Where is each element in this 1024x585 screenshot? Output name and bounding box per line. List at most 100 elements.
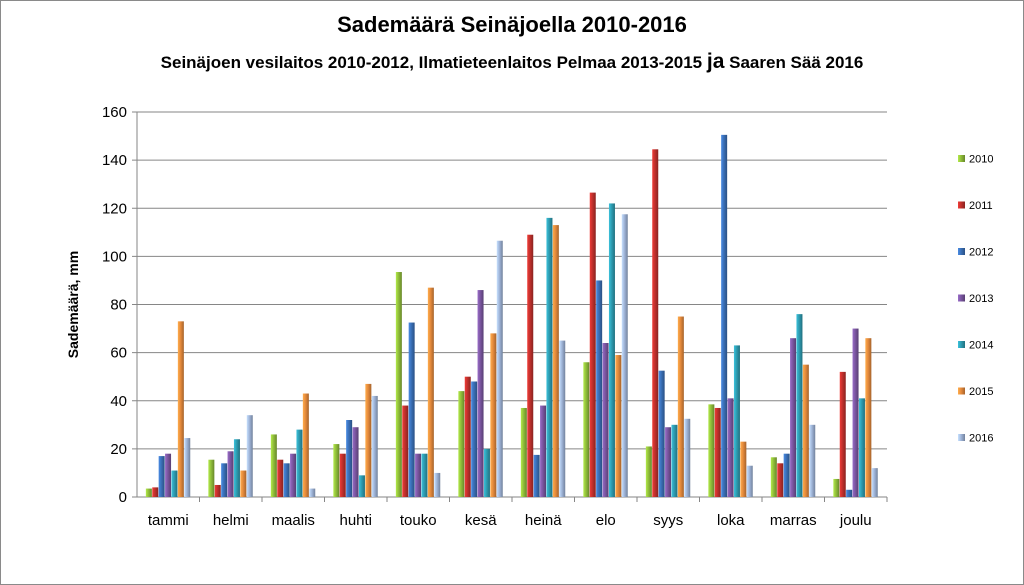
bar-2012-elo: [596, 280, 603, 497]
bar-2016-kesä: [496, 240, 503, 497]
bar-2011-maalis: [277, 459, 284, 497]
bar-2014-marras: [796, 314, 803, 497]
y-axis-label: Sademäärä, mm: [65, 251, 81, 358]
bar-2011-joulu: [839, 371, 846, 497]
legend-swatch-2013: [958, 294, 965, 302]
bar-2011-heinä: [527, 234, 534, 497]
y-tick-label: 0: [119, 489, 127, 506]
bar-2015-elo: [615, 355, 622, 497]
bar-2013-marras: [790, 338, 797, 497]
bar-2012-tammi: [158, 456, 165, 497]
bar-2016-heinä: [559, 340, 566, 497]
bar-2014-helmi: [233, 439, 240, 497]
y-tick-label: 60: [110, 345, 127, 362]
bar-2011-helmi: [214, 484, 221, 497]
bar-2011-syys: [652, 149, 659, 497]
bar-2012-kesä: [471, 381, 478, 497]
x-tick-label: elo: [596, 512, 616, 529]
x-tick-label: heinä: [525, 512, 562, 529]
bar-2010-syys: [645, 446, 652, 497]
bar-2010-marras: [770, 457, 777, 497]
bar-2015-loka: [740, 441, 747, 497]
bar-2010-heinä: [520, 407, 527, 497]
bar-2014-touko: [421, 453, 428, 497]
legend-swatch-2014: [958, 341, 965, 348]
bar-2015-heinä: [552, 225, 559, 497]
bar-2015-maalis: [302, 393, 309, 497]
legend-label-2013: 2013: [969, 293, 993, 305]
bar-2015-marras: [802, 364, 809, 497]
subtitle-part-1: Seinäjoen vesilaitos 2010-2012, Ilmatiet…: [160, 53, 703, 72]
subtitle-part-2: ja: [706, 50, 725, 73]
bar-2016-syys: [684, 418, 691, 497]
bar-2013-touko: [415, 453, 422, 497]
x-tick-label: huhti: [339, 512, 372, 529]
x-tick-label: touko: [400, 512, 437, 529]
bar-2015-touko: [427, 287, 434, 497]
bar-2012-joulu: [846, 489, 853, 497]
bar-2016-tammi: [184, 438, 191, 497]
bar-2014-loka: [733, 345, 740, 497]
bar-2016-touko: [434, 472, 441, 497]
bar-2016-maalis: [309, 488, 316, 497]
legend-label-2012: 2012: [969, 247, 993, 259]
bar-2014-heinä: [546, 217, 553, 497]
y-tick-label: 80: [110, 297, 127, 314]
legend-swatch-2015: [958, 387, 965, 395]
bar-2016-joulu: [871, 468, 878, 497]
subtitle-part-3: Saaren Sää 2016: [729, 53, 864, 72]
y-tick-label: 120: [102, 200, 127, 217]
bar-2013-tammi: [165, 453, 172, 497]
bar-2013-loka: [727, 398, 734, 497]
bar-2011-loka: [714, 407, 721, 497]
x-tick-label: syys: [653, 512, 683, 529]
bar-2010-helmi: [208, 459, 215, 497]
bar-2015-huhti: [365, 383, 372, 497]
x-tick-label: maalis: [272, 512, 315, 529]
bar-2012-heinä: [533, 454, 540, 497]
chart-subtitle: Seinäjoen vesilaitos 2010-2012, Ilmatiet…: [0, 50, 1024, 74]
y-tick-label: 160: [102, 104, 127, 121]
x-tick-label: loka: [717, 512, 745, 529]
x-tick-label: kesä: [465, 512, 497, 529]
bar-2011-tammi: [152, 487, 159, 497]
legend-swatch-2010: [958, 155, 965, 162]
bar-2010-tammi: [145, 488, 152, 497]
y-tick-label: 100: [102, 248, 127, 265]
bar-2012-maalis: [283, 463, 290, 497]
bar-2016-helmi: [246, 415, 253, 497]
bar-2013-elo: [602, 343, 609, 497]
bar-2014-joulu: [858, 398, 865, 497]
x-tick-label: tammi: [148, 512, 189, 529]
bar-2015-joulu: [865, 338, 872, 497]
bar-2016-marras: [809, 424, 816, 497]
legend-swatch-2011: [958, 201, 965, 209]
bar-2013-helmi: [227, 451, 234, 497]
bar-2016-huhti: [371, 395, 378, 497]
y-tick-label: 20: [110, 441, 127, 458]
legend-label-2014: 2014: [969, 340, 993, 352]
bar-2014-huhti: [358, 475, 365, 497]
bar-2015-helmi: [240, 470, 247, 497]
bar-2014-tammi: [171, 470, 178, 497]
bar-2016-elo: [621, 214, 628, 497]
bar-2015-tammi: [177, 321, 184, 497]
bar-2012-helmi: [221, 463, 228, 497]
bar-2013-huhti: [352, 427, 359, 497]
bar-2010-elo: [583, 362, 590, 497]
bar-2014-kesä: [483, 448, 490, 497]
bar-2010-maalis: [270, 434, 277, 497]
bar-2013-syys: [665, 427, 672, 497]
bar-2012-syys: [658, 370, 665, 497]
bar-2015-syys: [677, 316, 684, 497]
x-tick-label: joulu: [839, 512, 872, 529]
legend-label-2016: 2016: [969, 433, 993, 445]
bar-2013-kesä: [477, 290, 484, 497]
y-tick-label: 140: [102, 152, 127, 169]
bar-2014-syys: [671, 424, 678, 497]
legend-label-2010: 2010: [969, 154, 993, 166]
bar-2011-huhti: [339, 453, 346, 497]
legend-swatch-2012: [958, 248, 965, 255]
x-tick-label: helmi: [213, 512, 249, 529]
